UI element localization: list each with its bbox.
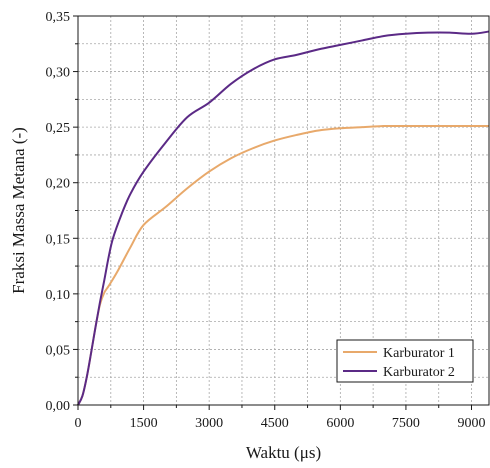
legend-label-karburator-1: Karburator 1 — [383, 346, 455, 361]
x-tick-label: 7500 — [392, 416, 420, 431]
x-tick-label: 4500 — [261, 416, 289, 431]
x-tick-label: 1500 — [130, 416, 158, 431]
series-lines — [77, 30, 490, 406]
x-tick-label: 3000 — [195, 416, 223, 431]
y-axis-title: Fraksi Massa Metana (-) — [9, 127, 28, 294]
axis-ticks — [73, 15, 473, 410]
y-tick-label: 0,00 — [46, 399, 71, 414]
tick-labels: 0 1500 3000 4500 6000 7500 9000 0,00 0,05 0,10 0,1… — [46, 10, 486, 431]
legend: Karburator 1 Karburator 2 — [336, 339, 474, 383]
x-tick-label: 6000 — [326, 416, 354, 431]
y-tick-label: 0,15 — [46, 232, 71, 247]
y-tick-label: 0,20 — [46, 177, 71, 192]
y-tick-label: 0,35 — [46, 10, 71, 25]
series-line-2 — [77, 30, 490, 406]
legend-box — [336, 339, 474, 383]
y-tick-label: 0,10 — [46, 288, 71, 303]
y-tick-label: 0,05 — [46, 343, 71, 358]
legend-label-karburator-2: Karburator 2 — [383, 365, 455, 380]
y-tick-label: 0,30 — [46, 66, 71, 81]
x-tick-label: 9000 — [458, 416, 486, 431]
x-tick-label: 0 — [75, 416, 82, 431]
y-tick-label: 0,25 — [46, 121, 71, 136]
x-axis-title: Waktu (μs) — [246, 443, 321, 462]
